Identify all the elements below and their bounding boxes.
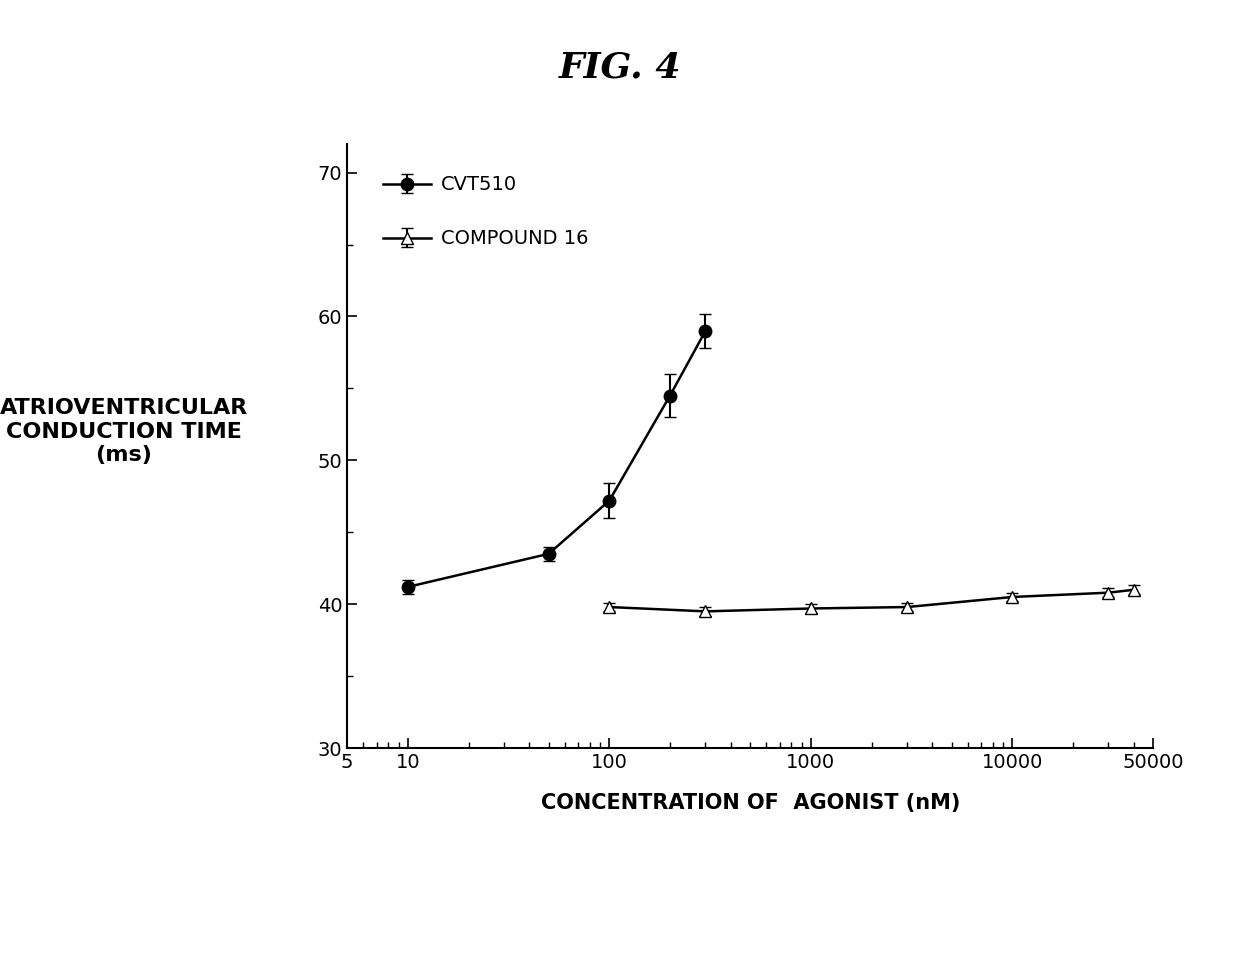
Legend: CVT510, COMPOUND 16: CVT510, COMPOUND 16 — [373, 166, 599, 258]
Text: FIG. 4: FIG. 4 — [559, 50, 681, 84]
Text: ATRIOVENTRICULAR
CONDUCTION TIME
(ms): ATRIOVENTRICULAR CONDUCTION TIME (ms) — [0, 398, 248, 465]
X-axis label: CONCENTRATION OF  AGONIST (nM): CONCENTRATION OF AGONIST (nM) — [541, 793, 960, 812]
